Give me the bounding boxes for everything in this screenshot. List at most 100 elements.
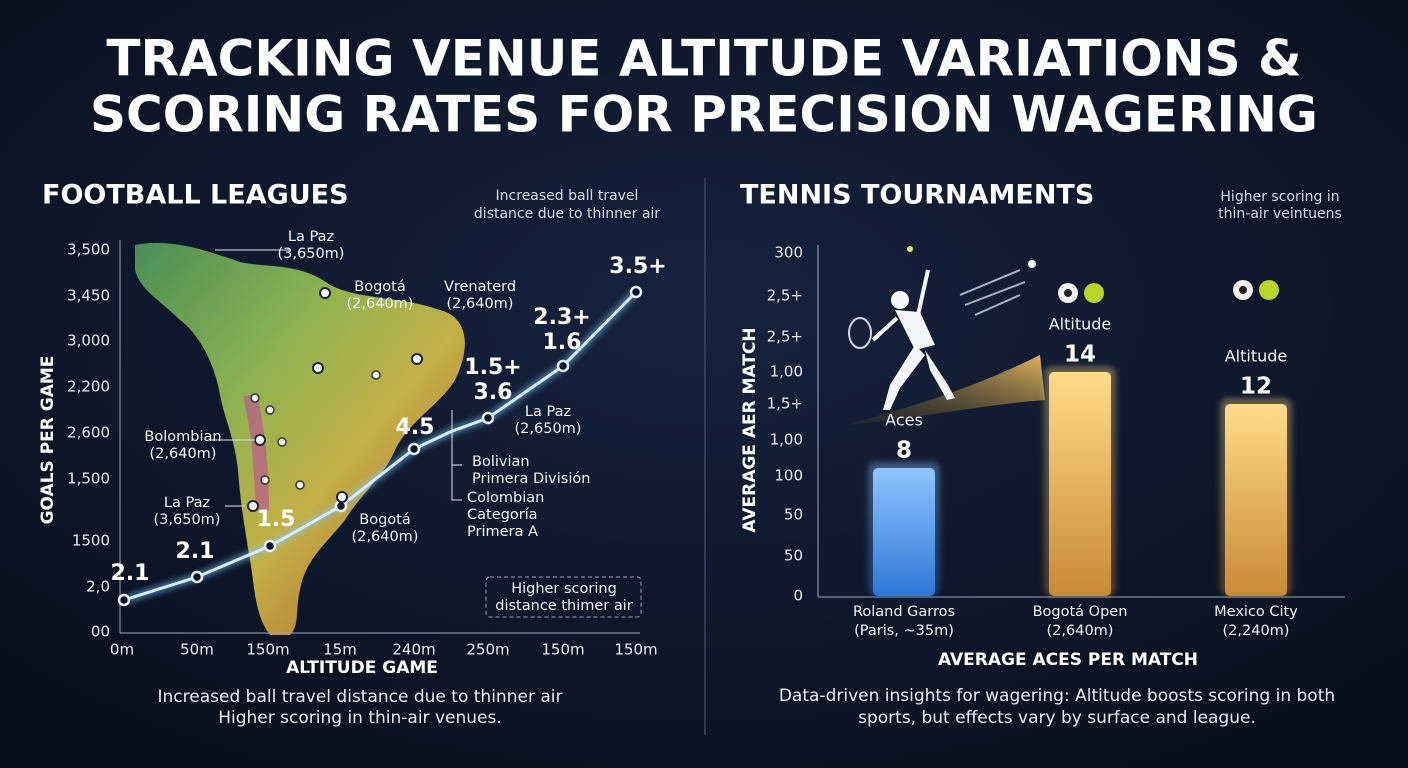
y-tick-label: 1500 bbox=[72, 532, 110, 550]
x-tick-label: (2,640m) bbox=[1047, 623, 1114, 639]
box-note: distance thimer air bbox=[495, 598, 632, 614]
x-tick-label: 15m bbox=[323, 641, 357, 659]
x-tick-label: (2,240m) bbox=[1223, 623, 1290, 639]
map-marker bbox=[295, 480, 305, 490]
y-tick-label: 3,500 bbox=[67, 241, 110, 259]
callout-label: La Paz bbox=[525, 404, 571, 420]
bar-tag: Altitude bbox=[1225, 347, 1288, 366]
x-tick-label: (Paris, ~35m) bbox=[854, 623, 954, 639]
x-tick-label: 150m bbox=[614, 641, 657, 659]
footer-text: sports, but effects vary by surface and … bbox=[858, 708, 1256, 728]
callout-marker bbox=[319, 287, 331, 299]
callout-label: Vrenaterd bbox=[444, 279, 516, 295]
y-tick-label: 1,5+ bbox=[767, 395, 803, 413]
map-marker bbox=[260, 475, 270, 485]
page-title: SCORING RATES FOR PRECISION WAGERING bbox=[90, 86, 1318, 144]
point-label: 2.1 bbox=[176, 539, 215, 564]
map bbox=[135, 242, 465, 635]
callout-label: Primera A bbox=[467, 524, 538, 540]
line-point bbox=[263, 539, 277, 553]
callout-marker bbox=[411, 353, 423, 365]
section-note: Increased ball travel bbox=[496, 188, 639, 204]
map-marker bbox=[250, 393, 260, 403]
point-label: 2.3+ bbox=[533, 305, 590, 330]
point-label: 4.5 bbox=[396, 415, 435, 440]
callout-label: (2,640m) bbox=[352, 529, 419, 545]
y-tick-label: 3,000 bbox=[67, 332, 110, 350]
bar-tag: Altitude bbox=[1049, 315, 1112, 334]
footer-text: Increased ball travel distance due to th… bbox=[158, 687, 563, 707]
callout-label: Bolivian bbox=[472, 454, 530, 470]
bar-value: 8 bbox=[896, 438, 912, 464]
footer-text: Data-driven insights for wagering: Altit… bbox=[779, 686, 1335, 706]
callout-label: Categoría bbox=[467, 507, 538, 523]
callout-marker bbox=[254, 434, 266, 446]
callout-label: (2,640m) bbox=[447, 296, 514, 312]
y-tick-label: 0 bbox=[793, 587, 803, 605]
x-axis-title: AVERAGE ACES PER MATCH bbox=[938, 650, 1198, 670]
point-label: 1.6 bbox=[543, 330, 582, 355]
point-label: 2.1 bbox=[111, 561, 150, 586]
y-tick-label: 1,500 bbox=[67, 470, 110, 488]
line-point bbox=[556, 359, 570, 373]
bar bbox=[1225, 404, 1287, 596]
x-tick-label: Bogotá Open bbox=[1033, 604, 1128, 620]
y-tick-label: 1,00 bbox=[770, 431, 803, 449]
x-tick-label: 50m bbox=[180, 641, 214, 659]
y-tick-label: 3,450 bbox=[67, 287, 110, 305]
callout-label: La Paz bbox=[164, 495, 210, 511]
section-heading: TENNIS TOURNAMENTS bbox=[740, 180, 1094, 211]
ramp bbox=[845, 355, 1045, 425]
callout-label: Primera División bbox=[472, 471, 590, 487]
callout-marker bbox=[247, 500, 259, 512]
x-axis-title: ALTITUDE GAME bbox=[286, 658, 438, 678]
y-tick-label: 100 bbox=[774, 467, 803, 485]
section-note: thin-air veintuens bbox=[1218, 206, 1342, 222]
y-tick-label: 300 bbox=[774, 244, 803, 262]
x-tick-label: 250m bbox=[466, 641, 509, 659]
footer-text: Higher scoring in thin-air venues. bbox=[218, 708, 502, 728]
bar-tag: Aces bbox=[885, 411, 923, 430]
map-marker bbox=[371, 370, 381, 380]
x-tick-label: Roland Garros bbox=[853, 604, 955, 620]
callout-label: (3,650m) bbox=[154, 512, 221, 528]
bar-value: 12 bbox=[1240, 374, 1272, 400]
x-tick-label: 0m bbox=[110, 641, 134, 659]
x-tick-label: Mexico City bbox=[1214, 604, 1298, 620]
point-label: 1.5 bbox=[257, 507, 296, 532]
callout-label: (2,650m) bbox=[515, 421, 582, 437]
callout-label: (2,640m) bbox=[347, 296, 414, 312]
line-point bbox=[407, 442, 421, 456]
player bbox=[848, 246, 1036, 410]
callout-leader bbox=[210, 249, 462, 507]
x-tick-label: 150m bbox=[246, 641, 289, 659]
callout-label: Bogotá bbox=[354, 279, 405, 295]
y-tick-label: 2,600 bbox=[67, 424, 110, 442]
y-axis-title: AVERAGE AER MATCH bbox=[740, 327, 760, 532]
y-tick-label: 1,00 bbox=[770, 363, 803, 381]
andes bbox=[243, 393, 269, 511]
map-marker bbox=[265, 405, 275, 415]
section-note: distance due to thinner air bbox=[474, 206, 660, 222]
y-tick-label: 2,0 bbox=[86, 578, 110, 596]
box-note: Higher scoring bbox=[511, 581, 617, 597]
map-marker bbox=[277, 437, 287, 447]
callout-label: Colombian bbox=[467, 490, 544, 506]
callout-label: (2,640m) bbox=[150, 446, 217, 462]
callout-label: Bolombian bbox=[144, 429, 221, 445]
point-label: 1.5+ bbox=[464, 355, 521, 380]
bar bbox=[873, 468, 935, 596]
y-axis-title: GOALS PER GAME bbox=[38, 356, 58, 525]
y-tick-label: 2,5+ bbox=[767, 287, 803, 305]
bar-value: 14 bbox=[1064, 342, 1096, 368]
line-point bbox=[117, 593, 131, 607]
callout-marker bbox=[336, 491, 348, 503]
y-tick-label: 50 bbox=[784, 547, 803, 565]
callout-label: Bogotá bbox=[359, 512, 410, 528]
section-note: Higher scoring in bbox=[1220, 189, 1339, 205]
y-tick-label: 2,200 bbox=[67, 378, 110, 396]
note-box bbox=[485, 576, 642, 618]
bar bbox=[1049, 372, 1111, 596]
line-point bbox=[481, 411, 495, 425]
